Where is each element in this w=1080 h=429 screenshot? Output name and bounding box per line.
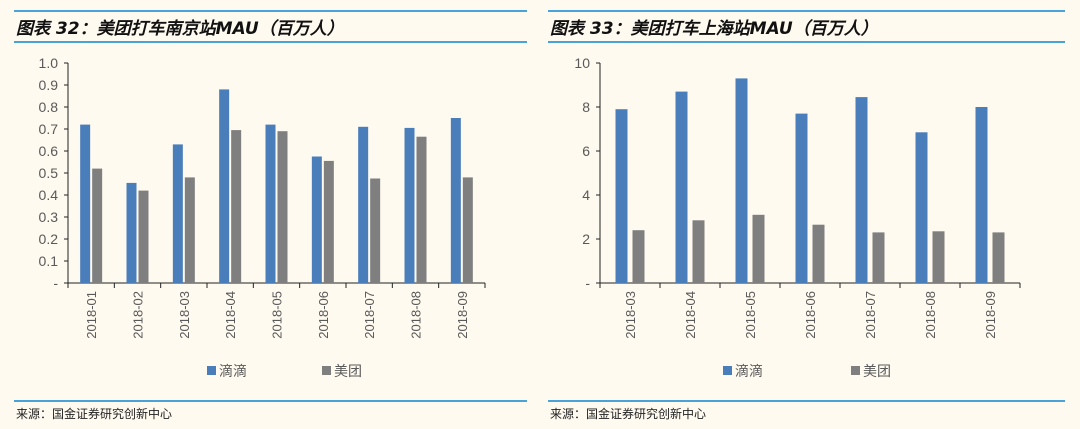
y-tick-label: 0.6 — [39, 143, 59, 159]
x-tick-label: 2018-05 — [270, 291, 285, 339]
title-rule — [548, 41, 1065, 43]
x-tick-label: 2018-07 — [863, 291, 878, 339]
bar-meituan — [692, 220, 705, 283]
x-tick-label: 2018-08 — [409, 291, 424, 339]
bar-didi — [311, 156, 322, 283]
bar-didi — [404, 127, 415, 284]
y-tick-label: 0.8 — [39, 99, 59, 115]
x-tick-label: 2018-09 — [455, 291, 470, 339]
y-tick-label: 0.4 — [39, 187, 59, 203]
bar-didi — [975, 107, 988, 283]
bar-didi — [219, 89, 230, 284]
legend-label: 美团 — [863, 363, 891, 379]
y-tick-label: 4 — [582, 187, 590, 203]
bar-didi — [915, 132, 928, 283]
bar-meituan — [416, 136, 427, 283]
bar-didi — [172, 144, 183, 283]
bar-didi — [80, 124, 91, 283]
bar-meituan — [231, 130, 242, 283]
x-tick-label: 2018-06 — [316, 291, 331, 339]
legend-swatch-didi — [207, 366, 216, 375]
y-tick-label: 0.7 — [39, 121, 59, 137]
top-rule — [14, 10, 527, 12]
chart-title: 图表 33：美团打车上海站MAU（百万人） — [550, 19, 878, 39]
x-tick-label: 2018-08 — [923, 291, 938, 339]
bar-didi — [265, 124, 276, 283]
y-tick-label: 2 — [582, 231, 590, 247]
y-tick-label: 0.5 — [39, 165, 59, 181]
footer-rule — [548, 400, 1065, 402]
footer-rule — [14, 400, 527, 402]
bar-meituan — [752, 214, 765, 283]
y-tick-label: 6 — [582, 143, 590, 159]
y-tick-label: 0.2 — [39, 231, 59, 247]
legend-swatch-meituan — [851, 366, 860, 375]
chart-panel-shanghai: 图表 33：美团打车上海站MAU（百万人） - 2 4 6 8 10 2018-03 2018… — [548, 0, 1065, 429]
legend-swatch-meituan — [322, 366, 331, 375]
bar-didi — [450, 118, 461, 283]
x-tick-label: 2018-05 — [743, 291, 758, 339]
bar-meituan — [277, 131, 288, 283]
bar-didi — [358, 126, 369, 283]
x-tick-label: 2018-01 — [84, 291, 99, 339]
x-tick-label: 2018-09 — [983, 291, 998, 339]
bar-meituan — [932, 231, 945, 283]
y-tick-label: 0.3 — [39, 209, 59, 225]
bar-meituan — [812, 224, 825, 283]
y-tick-label: 0.9 — [39, 77, 59, 93]
bar-meituan — [138, 190, 149, 283]
bar-meituan — [462, 177, 473, 283]
y-tick-label: - — [585, 275, 590, 291]
bar-didi — [735, 78, 748, 284]
top-rule — [548, 10, 1065, 12]
bar-chart-nanjing: - 0.1 0.2 0.3 0.4 0.5 0.6 0.7 0.8 0.9 1.0 2018-01 20… — [39, 55, 486, 379]
bar-didi — [855, 97, 868, 283]
y-tick-label: 0.1 — [39, 253, 59, 269]
x-tick-label: 2018-03 — [177, 291, 192, 339]
legend-label: 滴滴 — [735, 363, 763, 379]
bar-meituan — [992, 232, 1005, 283]
x-tick-label: 2018-02 — [131, 291, 146, 339]
chart-title: 图表 32：美团打车南京站MAU（百万人） — [16, 19, 344, 39]
bar-didi — [795, 113, 808, 283]
title-rule — [14, 41, 527, 43]
x-tick-label: 2018-03 — [623, 291, 638, 339]
bar-meituan — [323, 160, 334, 283]
bar-didi — [126, 182, 137, 283]
source-note: 来源：国金证券研究创新中心 — [550, 407, 707, 421]
y-tick-label: - — [53, 275, 58, 291]
x-tick-label: 2018-04 — [223, 291, 238, 339]
bar-chart-shanghai: - 2 4 6 8 10 2018-03 2018-04 2018-05 2018-06 2018-… — [574, 55, 1021, 379]
x-tick-label: 2018-04 — [683, 291, 698, 339]
bar-meituan — [872, 232, 885, 283]
bar-meituan — [632, 230, 645, 283]
y-tick-label: 8 — [582, 99, 590, 115]
bar-meituan — [92, 168, 103, 283]
bar-didi — [675, 91, 688, 283]
legend-swatch-didi — [723, 366, 732, 375]
legend-label: 美团 — [334, 363, 362, 379]
bar-didi — [615, 109, 628, 283]
x-tick-label: 2018-06 — [803, 291, 818, 339]
bar-meituan — [184, 177, 195, 283]
bar-meituan — [370, 178, 381, 283]
legend-label: 滴滴 — [219, 363, 247, 379]
y-tick-label: 1.0 — [39, 55, 59, 71]
y-tick-label: 10 — [574, 55, 590, 71]
x-tick-label: 2018-07 — [362, 291, 377, 339]
chart-panel-nanjing: 图表 32：美团打车南京站MAU（百万人） - 0.1 0.2 0.3 0.4 0.5 0.… — [14, 0, 527, 429]
source-note: 来源：国金证券研究创新中心 — [16, 407, 173, 421]
